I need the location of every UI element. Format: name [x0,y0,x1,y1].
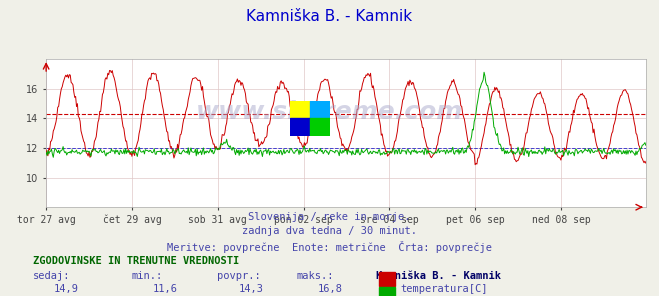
Text: povpr.:: povpr.: [217,271,261,281]
Text: 14,9: 14,9 [54,284,79,294]
Text: maks.:: maks.: [297,271,334,281]
Text: 11,6: 11,6 [153,284,178,294]
Text: www.si-vreme.com: www.si-vreme.com [196,100,463,125]
Text: temperatura[C]: temperatura[C] [401,284,488,294]
Bar [310,118,330,136]
Bar [290,118,310,136]
Bar [379,272,395,286]
Text: Kamniška B. - Kamnik: Kamniška B. - Kamnik [246,9,413,24]
Text: Meritve: povprečne  Enote: metrične  Črta: povprečje: Meritve: povprečne Enote: metrične Črta:… [167,241,492,253]
Text: min.:: min.: [132,271,163,281]
Bar [310,101,330,118]
Text: Slovenija / reke in morje.: Slovenija / reke in morje. [248,212,411,222]
Bar [379,287,395,296]
Text: sedaj:: sedaj: [33,271,71,281]
Bar [290,101,310,118]
Text: zadnja dva tedna / 30 minut.: zadnja dva tedna / 30 minut. [242,226,417,237]
Text: ZGODOVINSKE IN TRENUTNE VREDNOSTI: ZGODOVINSKE IN TRENUTNE VREDNOSTI [33,256,239,266]
Text: Kamniška B. - Kamnik: Kamniška B. - Kamnik [376,271,501,281]
Text: 16,8: 16,8 [318,284,343,294]
Text: 14,3: 14,3 [239,284,264,294]
